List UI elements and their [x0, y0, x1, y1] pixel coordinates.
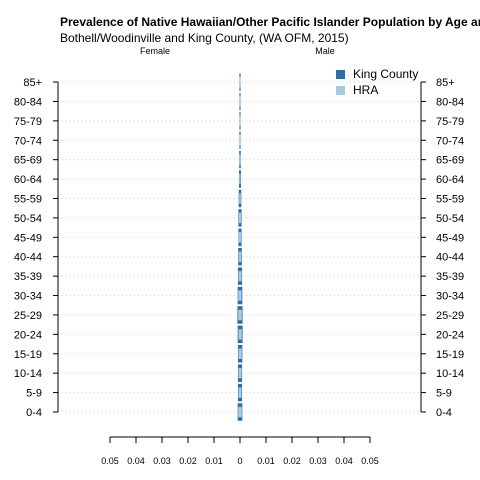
bar-female-hra-55-59: [239, 193, 240, 204]
bar-female-hra-20-24: [238, 329, 240, 340]
left-y-tick-label-75-79: 75-79: [14, 116, 42, 128]
right-y-tick-label-40-44: 40-44: [436, 252, 464, 264]
bar-male-hra-25-29: [240, 309, 242, 321]
left-y-tick-label-45-49: 45-49: [14, 232, 42, 244]
bar-female-hra-75-79: [239, 115, 240, 127]
bar-male-hra-10-14: [240, 367, 242, 379]
legend-item-king-county: King County: [336, 66, 418, 82]
bar-female-hra-50-54: [238, 212, 240, 224]
right-y-tick-label-10-14: 10-14: [436, 368, 464, 380]
right-y-tick-label-35-39: 35-39: [436, 271, 464, 283]
bar-male-hra-15-19: [240, 348, 242, 360]
chart-subtitle: Bothell/Woodinville and King County, (WA…: [60, 31, 349, 45]
bar-female-hra-15-19: [238, 348, 240, 360]
left-y-tick-label-20-24: 20-24: [14, 329, 42, 341]
bar-female-hra-30-34: [238, 290, 240, 301]
left-y-tick-label-50-54: 50-54: [14, 213, 42, 225]
x-tick-label-10: 0.05: [361, 456, 379, 466]
bar-male-hra-45-49: [240, 232, 242, 243]
left-y-tick-label-0-4: 0-4: [26, 407, 42, 419]
x-tick-label-4: 0.01: [205, 456, 223, 466]
left-y-tick-label-65-69: 65-69: [14, 155, 42, 167]
left-y-tick-label-35-39: 35-39: [14, 271, 42, 283]
x-tick-label-7: 0.02: [283, 456, 301, 466]
bar-female-hra-85: [239, 76, 240, 88]
right-y-tick-label-0-4: 0-4: [436, 407, 452, 419]
bar-male-hra-30-34: [240, 290, 242, 301]
bar-male-hra-40-44: [240, 251, 242, 262]
bar-male-hra-80-84: [240, 96, 241, 107]
left-y-tick-label-80-84: 80-84: [14, 96, 42, 108]
bar-male-hra-65-69: [240, 154, 241, 165]
right-y-tick-label-30-34: 30-34: [436, 291, 464, 303]
right-y-tick-label-50-54: 50-54: [436, 213, 464, 225]
legend-label-king-county: King County: [353, 67, 419, 81]
left-y-tick-label-40-44: 40-44: [14, 252, 42, 264]
right-y-tick-label-15-19: 15-19: [436, 349, 464, 361]
bar-male-hra-0-4: [240, 406, 242, 418]
legend-swatch-hra: [336, 85, 345, 95]
right-y-tick-label-20-24: 20-24: [436, 329, 464, 341]
bar-male-hra-35-39: [240, 270, 242, 282]
bar-male-hra-55-59: [240, 193, 241, 204]
left-y-tick-label-5-9: 5-9: [26, 388, 42, 400]
x-tick-label-6: 0.01: [257, 456, 275, 466]
x-tick-label-1: 0.04: [127, 456, 145, 466]
bar-male-hra-75-79: [240, 115, 241, 127]
bar-female-hra-0-4: [238, 406, 240, 418]
female-side-label: Female: [139, 46, 171, 56]
right-y-tick-label-5-9: 5-9: [436, 388, 452, 400]
bar-male-hra-60-64: [240, 173, 241, 185]
right-y-tick-label-45-49: 45-49: [436, 232, 464, 244]
bar-male-hra-20-24: [240, 329, 242, 340]
male-side-label: Male: [315, 46, 335, 56]
bar-female-hra-35-39: [238, 270, 240, 282]
right-y-tick-label-65-69: 65-69: [436, 155, 464, 167]
bar-male-hra-70-74: [240, 135, 241, 146]
bar-female-hra-40-44: [238, 251, 240, 262]
x-tick-label-3: 0.02: [179, 456, 197, 466]
legend-label-hra: HRA: [353, 83, 379, 97]
x-tick-label-2: 0.03: [153, 456, 171, 466]
right-y-tick-label-85: 85+: [436, 77, 455, 89]
bar-male-hra-85: [240, 76, 241, 88]
legend: King County HRA: [336, 66, 418, 98]
bar-female-hra-10-14: [238, 367, 240, 379]
bar-female-hra-60-64: [239, 173, 240, 185]
left-y-tick-label-60-64: 60-64: [14, 174, 42, 186]
legend-item-hra: HRA: [336, 82, 418, 98]
right-y-tick-label-80-84: 80-84: [436, 96, 464, 108]
bar-female-hra-80-84: [239, 96, 240, 107]
bar-female-hra-70-74: [239, 135, 240, 146]
x-tick-label-5: 0: [237, 456, 242, 466]
right-y-tick-label-25-29: 25-29: [436, 310, 464, 322]
left-y-tick-label-85: 85+: [23, 77, 42, 89]
bar-male-hra-50-54: [240, 212, 242, 224]
bar-male-hra-5-9: [240, 387, 242, 398]
bar-female-hra-25-29: [238, 309, 240, 321]
right-y-tick-label-75-79: 75-79: [436, 116, 464, 128]
left-y-tick-label-30-34: 30-34: [14, 291, 42, 303]
bar-female-hra-5-9: [238, 387, 240, 398]
left-y-tick-label-25-29: 25-29: [14, 310, 42, 322]
legend-swatch-king-county: [336, 69, 345, 79]
left-y-tick-label-70-74: 70-74: [14, 135, 42, 147]
x-tick-label-8: 0.03: [309, 456, 327, 466]
right-y-tick-label-60-64: 60-64: [436, 174, 464, 186]
x-tick-label-0: 0.05: [101, 456, 119, 466]
right-y-tick-label-55-59: 55-59: [436, 193, 464, 205]
x-tick-label-9: 0.04: [335, 456, 353, 466]
left-y-tick-label-55-59: 55-59: [14, 193, 42, 205]
right-y-tick-label-70-74: 70-74: [436, 135, 464, 147]
left-y-tick-label-15-19: 15-19: [14, 349, 42, 361]
bar-female-hra-65-69: [239, 154, 240, 165]
left-y-tick-label-10-14: 10-14: [14, 368, 42, 380]
chart-title: Prevalence of Native Hawaiian/Other Paci…: [60, 15, 480, 29]
bar-female-hra-45-49: [238, 232, 240, 243]
